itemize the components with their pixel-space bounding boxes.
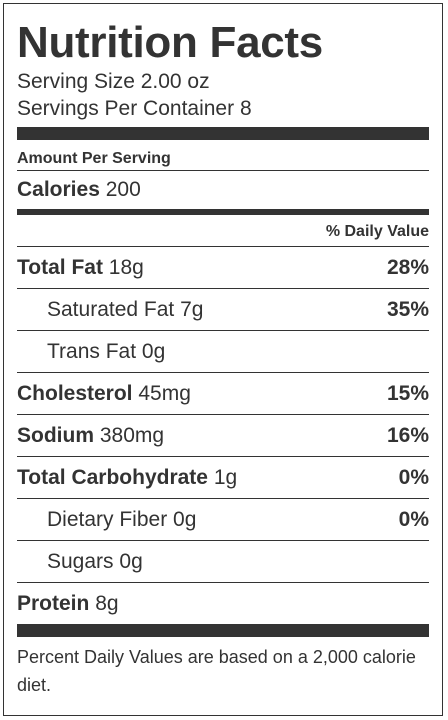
nutrient-row-sugars: Sugars 0g	[17, 541, 429, 583]
label-title: Nutrition Facts	[17, 18, 323, 67]
nutrient-amount: 45mg	[138, 381, 191, 405]
calories-label: Calories	[17, 178, 100, 201]
thick-divider	[17, 624, 429, 637]
thick-divider	[17, 127, 429, 140]
nutrient-daily-value: 15%	[386, 381, 429, 405]
nutrient-amount: 0g	[119, 549, 143, 573]
nutrient-name: Sugars	[47, 549, 114, 573]
nutrient-label: Trans Fat 0g	[47, 340, 165, 364]
servings-per-container: Servings Per Container 8	[17, 97, 252, 120]
nutrient-row-trans-fat: Trans Fat 0g	[17, 331, 429, 373]
daily-value-header: % Daily Value	[17, 215, 429, 247]
calories-row: Calories 200	[17, 171, 429, 209]
nutrient-amount: 18g	[108, 255, 144, 279]
nutrient-amount: 0g	[141, 339, 166, 363]
nutrient-row-protein: Protein 8g	[17, 583, 429, 624]
nutrient-amount: 380mg	[99, 423, 165, 447]
nutrient-daily-value: 16%	[386, 423, 429, 447]
nutrient-daily-value: 35%	[386, 297, 429, 321]
calories-value: 200	[105, 178, 141, 201]
nutrient-name: Total Carbohydrate	[17, 465, 208, 489]
nutrient-name: Dietary Fiber	[47, 507, 168, 531]
footnote: Percent Daily Values are based on a 2,00…	[17, 647, 416, 695]
nutrient-row-cholesterol: Cholesterol 45mg 15%	[17, 373, 429, 415]
nutrient-label: Total Carbohydrate 1g	[17, 466, 237, 490]
nutrient-name: Cholesterol	[17, 381, 133, 405]
amount-per-serving: Amount Per Serving	[17, 140, 429, 171]
nutrient-row-sodium: Sodium 380mg 16%	[17, 415, 429, 457]
nutrient-amount: 1g	[213, 465, 238, 489]
nutrient-amount: 0g	[173, 507, 197, 531]
nutrient-name: Saturated Fat	[47, 297, 175, 321]
nutrient-row-total-fat: Total Fat 18g 28%	[17, 247, 429, 289]
nutrient-label: Sodium 380mg	[17, 424, 164, 448]
nutrient-name: Sodium	[17, 423, 94, 447]
nutrient-amount: 7g	[180, 297, 204, 321]
nutrient-row-saturated-fat: Saturated Fat 7g 35%	[17, 289, 429, 331]
nutrient-name: Total Fat	[17, 255, 103, 279]
nutrient-row-total-carbohydrate: Total Carbohydrate 1g 0%	[17, 457, 429, 499]
nutrient-name: Trans Fat	[47, 339, 137, 363]
nutrient-daily-value: 0%	[398, 465, 429, 489]
nutrient-daily-value: 0%	[398, 507, 429, 531]
nutrient-daily-value: 28%	[386, 255, 429, 279]
nutrient-row-dietary-fiber: Dietary Fiber 0g 0%	[17, 499, 429, 541]
serving-size: Serving Size 2.00 oz	[17, 70, 210, 93]
nutrition-facts-label: Nutrition Facts Serving Size 2.00 oz Ser…	[3, 3, 443, 716]
nutrient-amount: 8g	[95, 591, 119, 615]
nutrient-label: Protein 8g	[17, 592, 119, 616]
nutrient-label: Saturated Fat 7g	[47, 298, 203, 322]
nutrient-label: Cholesterol 45mg	[17, 382, 191, 406]
nutrient-label: Sugars 0g	[47, 550, 143, 574]
nutrient-label: Dietary Fiber 0g	[47, 508, 196, 532]
medium-divider	[17, 209, 429, 215]
nutrient-name: Protein	[17, 591, 90, 615]
nutrient-label: Total Fat 18g	[17, 256, 144, 280]
